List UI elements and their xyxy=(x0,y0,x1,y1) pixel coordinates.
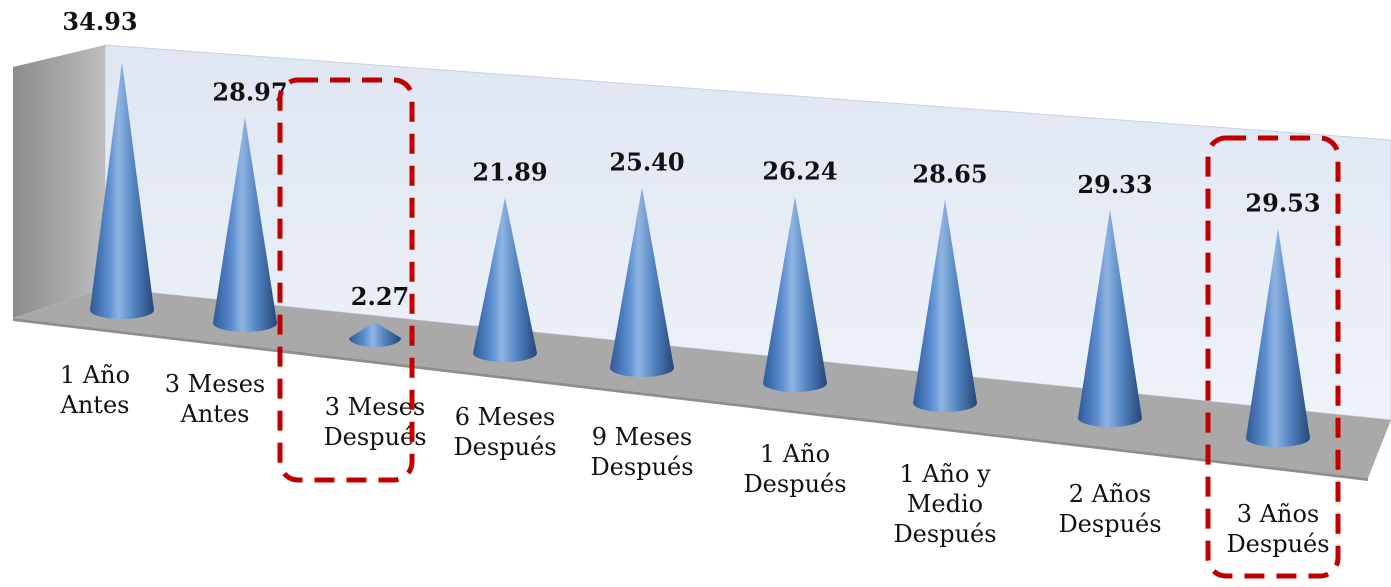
value-label: 29.53 xyxy=(1245,188,1320,217)
cone-bar xyxy=(213,117,277,332)
category-label: Antes xyxy=(180,400,250,428)
cone-bar xyxy=(90,61,154,319)
cone-body xyxy=(473,197,537,362)
cone-body xyxy=(213,117,277,332)
category-label: 3 Años xyxy=(1237,500,1319,528)
cone-bar xyxy=(610,187,674,377)
value-label: 25.40 xyxy=(609,148,684,177)
floor-edge xyxy=(13,318,1368,481)
value-label: 29.33 xyxy=(1077,170,1152,199)
cone-bar xyxy=(349,321,401,347)
category-label: Después xyxy=(893,520,996,548)
side-wall xyxy=(13,45,105,318)
cones-layer xyxy=(90,61,1310,447)
category-label: Antes xyxy=(60,391,130,419)
cone-bar xyxy=(473,197,537,362)
category-label: 3 Meses xyxy=(165,370,266,398)
cone-bar xyxy=(763,196,827,392)
category-label: Después xyxy=(1226,530,1329,558)
category-label: Después xyxy=(743,470,846,498)
value-label: 34.93 xyxy=(62,7,137,36)
highlight-layer xyxy=(277,77,1341,579)
category-label: 2 Años xyxy=(1069,480,1151,508)
value-label: 2.27 xyxy=(351,282,409,311)
cone-body xyxy=(763,196,827,392)
value-label: 28.65 xyxy=(912,160,987,189)
cone-body xyxy=(1246,228,1310,447)
category-label: 1 Año y xyxy=(899,460,991,488)
category-label: Después xyxy=(323,423,426,451)
cone-body xyxy=(90,61,154,319)
cone-body xyxy=(913,199,977,412)
category-label: Medio xyxy=(907,490,983,518)
value-label: 21.89 xyxy=(472,158,547,187)
category-label: Después xyxy=(1058,510,1161,538)
category-label: 9 Meses xyxy=(592,423,693,451)
highlight-box xyxy=(1205,135,1341,579)
category-label: Después xyxy=(453,433,556,461)
category-label: 1 Año xyxy=(760,440,830,468)
cone-body xyxy=(349,321,401,347)
category-label: 6 Meses xyxy=(455,403,556,431)
category-label: 1 Año xyxy=(60,361,130,389)
cone-body xyxy=(1078,209,1142,427)
value-label: 28.97 xyxy=(212,77,287,106)
cone-body xyxy=(610,187,674,377)
category-label: Después xyxy=(590,453,693,481)
cone-bar xyxy=(1246,228,1310,447)
category-label: 3 Meses xyxy=(325,393,426,421)
value-label: 26.24 xyxy=(762,157,837,186)
cone-bar xyxy=(913,199,977,412)
cone-bar xyxy=(1078,209,1142,427)
highlight-box xyxy=(277,77,415,483)
